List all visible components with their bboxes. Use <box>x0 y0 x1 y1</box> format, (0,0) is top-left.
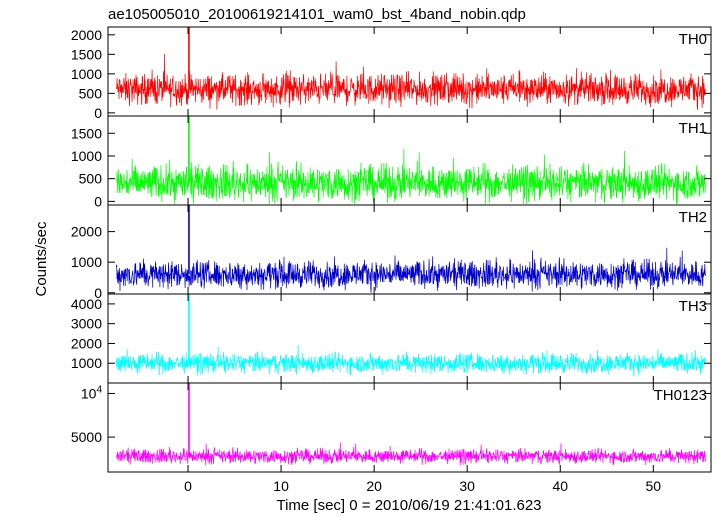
x-tick-label: 10 <box>273 478 289 494</box>
series-line-th2 <box>116 247 706 293</box>
y-tick-label-th0: 1500 <box>71 46 102 62</box>
y-tick-label-th3: 3000 <box>71 316 102 332</box>
y-tick-label-th3: 2000 <box>71 335 102 351</box>
y-tick-label-th2: 1000 <box>71 254 102 270</box>
y-tick-label-th1: 0 <box>94 193 102 209</box>
panel-label-th0: TH0 <box>679 31 707 48</box>
y-axis-label: Counts/sec <box>33 221 50 297</box>
x-tick-label: 0 <box>184 478 192 494</box>
y-tick-label-th0: 1000 <box>71 66 102 82</box>
x-tick-label: 20 <box>366 478 382 494</box>
y-tick-label-th2: 0 <box>94 285 102 301</box>
y-tick-label-th1: 500 <box>79 171 103 187</box>
y-tick-label-th1: 1500 <box>71 125 102 141</box>
y-tick-label-th1: 1000 <box>71 148 102 164</box>
y-tick-label-th3: 4000 <box>71 296 102 312</box>
x-tick-label: 40 <box>552 478 568 494</box>
panel-frame-th0 <box>107 26 712 117</box>
series-line-th1 <box>116 148 706 205</box>
series-line-th0123 <box>116 442 706 466</box>
x-tick-label: 50 <box>646 478 662 494</box>
panel-label-th1: TH1 <box>679 120 707 137</box>
y-tick-label-th0: 500 <box>79 85 103 101</box>
series-line-th0 <box>116 53 706 110</box>
y-tick-label-th0: 0 <box>94 105 102 121</box>
y-tick-label-th0123: 5000 <box>71 429 102 445</box>
y-tick-label-th0123: 104 <box>81 384 103 401</box>
x-tick-label: 30 <box>459 478 475 494</box>
panel-frame-th0123 <box>107 382 712 473</box>
chart-title: ae105005010_20100619214101_wam0_bst_4ban… <box>108 6 526 23</box>
x-axis-label: Time [sec] 0 = 2010/06/19 21:41:01.623 <box>276 497 541 514</box>
panel-label-th3: TH3 <box>679 298 707 315</box>
y-tick-label-th3: 1000 <box>71 355 102 371</box>
series-line-th3 <box>116 344 706 377</box>
panel-label-th2: TH2 <box>679 209 707 226</box>
y-tick-label-th2: 2000 <box>71 224 102 240</box>
panel-label-th0123: TH0123 <box>654 387 707 404</box>
y-tick-label-th0: 2000 <box>71 27 102 43</box>
